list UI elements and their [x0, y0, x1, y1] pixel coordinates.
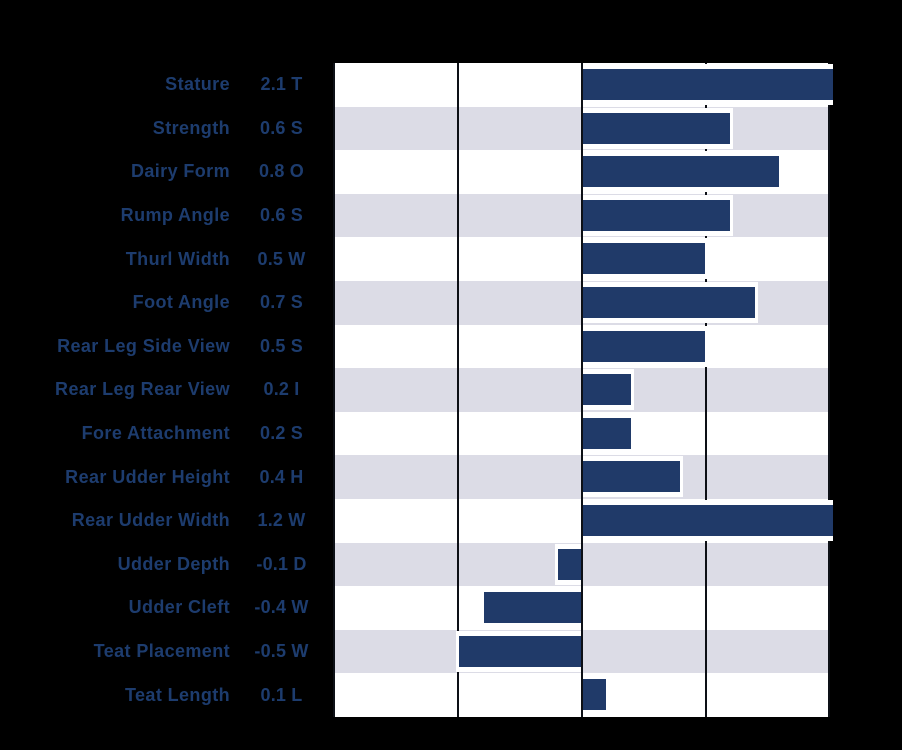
trait-bar — [583, 325, 708, 367]
trait-bar — [481, 587, 582, 629]
trait-row: Teat Placement -0.5 W — [0, 630, 333, 674]
trait-row: Rear Udder Width 1.2 W — [0, 499, 333, 543]
zero-axis-line — [581, 63, 583, 717]
trait-value-label: 0.7 S — [259, 292, 304, 313]
trait-name-label: Teat Placement — [93, 641, 230, 662]
trait-value-label: 0.8 O — [258, 161, 305, 182]
trait-row: Rear Udder Height 0.4 H — [0, 455, 333, 499]
trait-row: Rear Leg Rear View 0.2 I — [0, 368, 333, 412]
trait-name-label: Udder Depth — [117, 553, 230, 574]
trait-bar — [583, 194, 733, 236]
trait-bar — [583, 151, 782, 193]
trait-bar — [583, 107, 733, 149]
trait-bar — [583, 674, 609, 716]
trait-value-label: 2.1 T — [260, 74, 303, 95]
chart-plot-area — [333, 63, 833, 717]
trait-name-label: Rump Angle — [120, 205, 230, 226]
trait-value-label: 0.2 I — [263, 379, 300, 400]
trait-row: Udder Cleft -0.4 W — [0, 586, 333, 630]
trait-row: Thurl Width 0.5 W — [0, 237, 333, 281]
trait-name-label: Rear Udder Width — [71, 510, 230, 531]
trait-value-label: -0.1 D — [256, 553, 307, 574]
gridline — [828, 63, 830, 717]
trait-name-label: Fore Attachment — [81, 423, 230, 444]
trait-name-label: Rear Leg Rear View — [55, 379, 230, 400]
trait-bar — [456, 630, 582, 672]
trait-row: Udder Depth -0.1 D — [0, 543, 333, 587]
trait-bar — [555, 543, 582, 585]
trait-bar — [583, 500, 833, 541]
trait-bar — [583, 64, 833, 105]
trait-row: Strength 0.6 S — [0, 107, 333, 151]
trait-name-label: Dairy Form — [130, 161, 230, 182]
trait-value-label: 0.5 S — [259, 335, 304, 356]
trait-bar — [583, 456, 683, 498]
trait-value-label: 1.2 W — [257, 510, 306, 531]
trait-name-label: Teat Length — [124, 684, 230, 705]
trait-row: Rear Leg Side View 0.5 S — [0, 325, 333, 369]
trait-value-label: -0.4 W — [254, 597, 309, 618]
gridline — [333, 63, 335, 717]
trait-value-label: 0.6 S — [259, 117, 304, 138]
trait-name-label: Rear Udder Height — [65, 466, 230, 487]
trait-value-label: 0.4 H — [259, 466, 304, 487]
trait-name-label: Udder Cleft — [128, 597, 230, 618]
trait-bar — [583, 238, 708, 280]
trait-value-label: 0.2 S — [259, 423, 304, 444]
trait-name-label: Strength — [152, 117, 230, 138]
trait-row: Teat Length 0.1 L — [0, 673, 333, 717]
trait-name-label: Stature — [165, 74, 230, 95]
trait-row: Fore Attachment 0.2 S — [0, 412, 333, 456]
trait-value-label: -0.5 W — [254, 641, 309, 662]
trait-row: Foot Angle 0.7 S — [0, 281, 333, 325]
trait-row: Stature 2.1 T — [0, 63, 333, 107]
trait-value-label: 0.1 L — [260, 684, 303, 705]
trait-name-label: Thurl Width — [125, 248, 230, 269]
trait-bar — [583, 412, 634, 454]
trait-bar — [583, 282, 758, 323]
trait-name-label: Foot Angle — [132, 292, 230, 313]
trait-name-label: Rear Leg Side View — [57, 335, 230, 356]
trait-value-label: 0.6 S — [259, 205, 304, 226]
gridline — [457, 63, 459, 717]
trait-value-label: 0.5 W — [257, 248, 306, 269]
trait-bar — [583, 369, 634, 411]
trait-row: Rump Angle 0.6 S — [0, 194, 333, 238]
gridline — [705, 63, 707, 717]
trait-row: Dairy Form 0.8 O — [0, 150, 333, 194]
